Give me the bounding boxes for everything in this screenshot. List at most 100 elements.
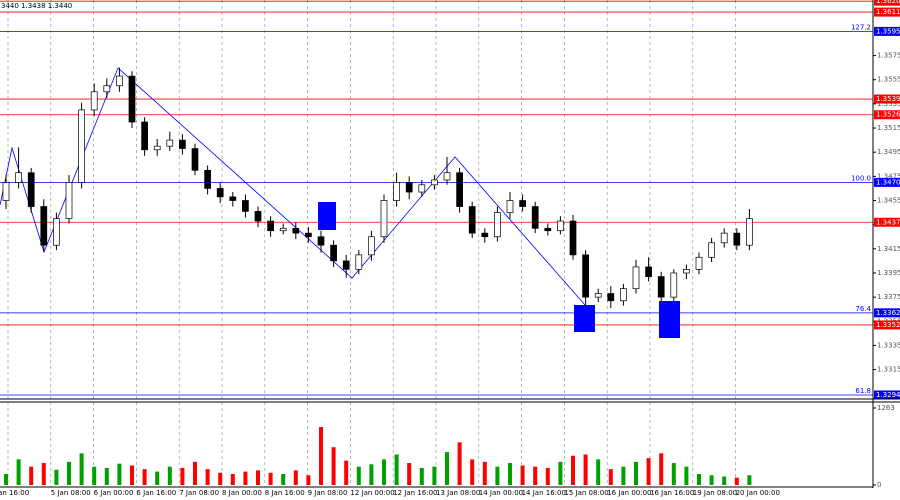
level-label-box [874,7,900,17]
volume-bar [79,453,84,485]
volume-bar [571,455,575,485]
candle-body [456,172,463,207]
volume-bar [130,465,134,485]
candle-body [657,276,665,298]
candle-body [279,227,287,232]
x-tick-label: 12 Jan 00:00 [350,489,394,497]
volume-bar [747,475,752,485]
level-label-box [874,177,900,187]
volume-bar [734,477,739,485]
volume-bar [356,466,361,485]
candle-body [179,139,186,149]
level-label: 1.3470 [876,178,900,186]
level-label: 1.3611 [876,8,900,16]
candle-body [519,200,526,207]
x-tick-label: 7 Jan 08:00 [179,489,219,497]
volume-bar [394,454,399,485]
volume-bar [142,469,147,485]
candle-body [141,121,148,151]
y-tick-label: 1.3575 [877,52,900,60]
candle-body [90,91,98,111]
volume-bar [508,463,512,485]
candle-body [380,200,388,238]
volume-bar [659,453,664,485]
v-tick-label: 0 [877,481,881,489]
level-label: 1.3437 [876,218,900,226]
candle-body [27,172,35,207]
volume-bar [369,464,374,485]
x-tick-label: 14 Jan 16:00 [522,489,566,497]
candle-body [40,206,48,246]
volume-bar [243,471,248,485]
fib-label: 61.8 [855,387,871,395]
volume-bar [608,469,613,485]
candle-body [254,211,262,222]
volume-bar [293,470,298,485]
x-tick-label: 6 Jan 00:00 [94,489,134,497]
volume-bar [621,466,626,485]
x-tick-label: 16 Jan 16:00 [650,489,694,497]
candle-body [267,220,274,232]
level-label-box [874,320,900,330]
candle-body [405,182,413,193]
y-tick-label: 1.3315 [877,366,900,374]
volume-bar [331,447,336,485]
volume-bar [29,466,34,485]
candle-body [569,220,577,256]
fib-label: 127.2 [851,23,871,31]
y-tick-label: 1.3555 [877,76,900,84]
volume-bar [495,466,500,485]
candle-body [65,182,73,219]
candle-body [468,206,476,234]
candle-body [494,212,501,238]
levels: 1.3620 1.3611 1.3595 127.2 1.3539 1.3526 1.347… [0,0,900,400]
candle-body [153,145,161,151]
volume-bar [419,467,424,485]
candle-body [746,218,753,246]
volume-bar [117,463,122,485]
x-tick-label: 19 Jan 08:00 [693,489,737,497]
level-label: 1.3294 [876,391,900,399]
y-tick-label: 1.3335 [877,341,900,349]
candle-body [355,254,363,270]
candle-body [607,293,615,302]
y-tick-label: 1.3415 [877,245,900,253]
volume-bar [306,475,311,485]
candle-body [708,242,715,258]
volume-bar [407,463,412,485]
level-label-box [874,26,900,36]
candle-body [557,220,564,232]
y-tick-label: 1.3535 [877,100,900,108]
candle-body [229,196,237,201]
level-label-box [874,217,900,227]
volume-bar [281,474,286,485]
level-label: 1.3526 [876,111,900,119]
volume-bar [193,461,197,485]
candle-body [166,139,174,147]
volume-bar [432,466,437,485]
marker-box [574,305,595,332]
candle-body [683,269,690,274]
level-label-box [874,308,900,318]
volume-bar [445,452,449,485]
volume-bar [671,463,676,485]
volume-bar [344,460,349,485]
candle-body [632,266,640,290]
volume-bar [16,459,21,485]
candle-body [481,232,489,238]
x-tick-label: 20 Jan 00:00 [736,489,780,497]
candle-body [443,172,451,181]
level-label: 1.3620 [876,0,900,5]
candle-body [670,272,678,298]
candle-body [531,206,539,229]
y-tick-label: 1.3475 [877,172,900,180]
candle-body [330,244,337,262]
marker-box [659,301,680,338]
volume-bar [722,476,727,485]
x-tick-label: 12 Jan 16:00 [393,489,437,497]
marker-box [318,202,336,230]
candle-body [393,182,400,201]
v-tick-label: 1263 [877,404,895,412]
candle-body [733,232,741,246]
